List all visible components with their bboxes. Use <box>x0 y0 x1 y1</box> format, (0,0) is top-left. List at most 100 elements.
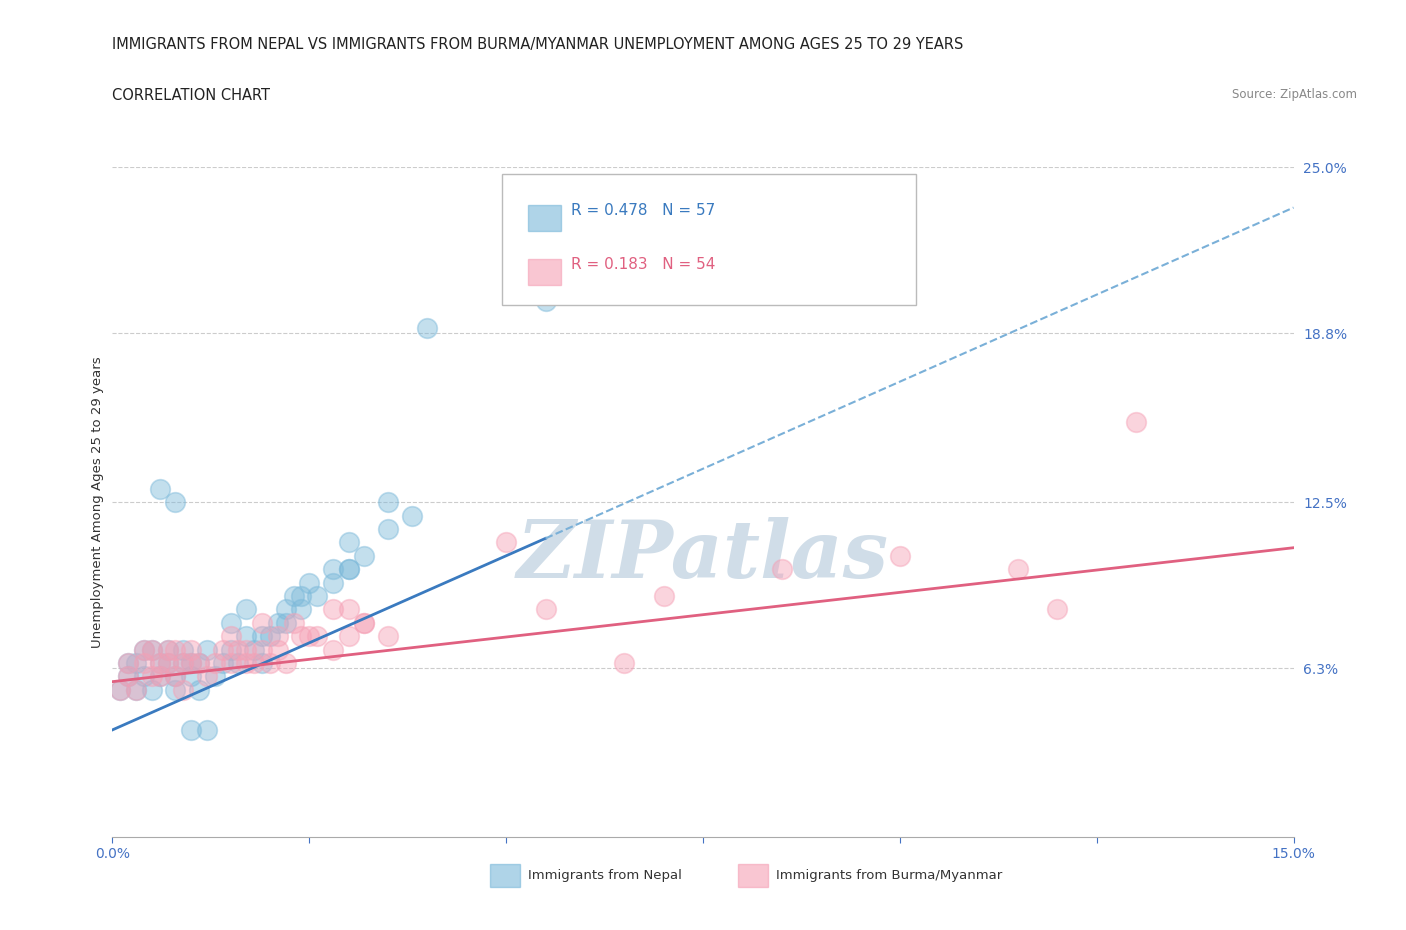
Text: Source: ZipAtlas.com: Source: ZipAtlas.com <box>1232 88 1357 101</box>
Point <box>165 642 187 657</box>
Point <box>298 575 321 590</box>
Point <box>377 522 399 537</box>
Point <box>1007 562 1029 577</box>
Point <box>149 656 172 671</box>
Text: ZIPatlas: ZIPatlas <box>517 517 889 594</box>
Point <box>534 294 557 309</box>
Point <box>180 656 202 671</box>
Point <box>235 629 257 644</box>
Point <box>117 669 139 684</box>
Point <box>211 642 233 657</box>
Point <box>195 723 218 737</box>
Point <box>156 656 179 671</box>
Point <box>188 656 211 671</box>
Point <box>228 642 250 657</box>
Point <box>307 629 329 644</box>
Point <box>322 562 344 577</box>
Point <box>290 602 312 617</box>
Point <box>180 669 202 684</box>
FancyBboxPatch shape <box>529 206 561 231</box>
Point <box>141 683 163 698</box>
Point <box>307 589 329 604</box>
Point <box>165 669 187 684</box>
Point <box>322 602 344 617</box>
Point <box>149 669 172 684</box>
Point <box>117 669 139 684</box>
Point <box>235 642 257 657</box>
Point <box>267 629 290 644</box>
Point <box>228 656 250 671</box>
Point <box>132 669 155 684</box>
Point <box>416 321 439 336</box>
Point <box>172 683 194 698</box>
Point <box>259 629 281 644</box>
Point <box>156 642 179 657</box>
Point <box>125 683 148 698</box>
Point <box>125 683 148 698</box>
Point <box>141 642 163 657</box>
Point <box>243 642 266 657</box>
Point <box>250 642 273 657</box>
Point <box>132 642 155 657</box>
Point <box>534 602 557 617</box>
Point <box>1125 415 1147 430</box>
Point <box>141 642 163 657</box>
Point <box>219 629 242 644</box>
Point <box>180 642 202 657</box>
Point <box>172 656 194 671</box>
Text: Immigrants from Burma/Myanmar: Immigrants from Burma/Myanmar <box>776 869 1002 882</box>
Point <box>165 683 187 698</box>
Point <box>298 629 321 644</box>
Point <box>337 535 360 550</box>
Point <box>613 656 636 671</box>
Point <box>110 683 132 698</box>
Point <box>259 656 281 671</box>
FancyBboxPatch shape <box>491 864 520 887</box>
Point <box>377 495 399 510</box>
Point <box>132 656 155 671</box>
Point <box>770 562 793 577</box>
Point <box>322 575 344 590</box>
Point <box>274 602 297 617</box>
Point <box>353 549 375 564</box>
Point <box>1046 602 1069 617</box>
Point <box>149 482 172 497</box>
Point <box>195 642 218 657</box>
Point <box>156 656 179 671</box>
Point <box>117 656 139 671</box>
Point <box>267 616 290 631</box>
Point <box>250 629 273 644</box>
Point <box>188 656 211 671</box>
Point <box>156 642 179 657</box>
Text: Immigrants from Nepal: Immigrants from Nepal <box>529 869 682 882</box>
Point <box>283 616 305 631</box>
Y-axis label: Unemployment Among Ages 25 to 29 years: Unemployment Among Ages 25 to 29 years <box>91 356 104 648</box>
Point <box>110 683 132 698</box>
Point <box>353 616 375 631</box>
Point <box>267 642 290 657</box>
Point <box>149 669 172 684</box>
Point <box>250 616 273 631</box>
Point <box>141 669 163 684</box>
FancyBboxPatch shape <box>502 174 915 305</box>
Point <box>353 616 375 631</box>
Point <box>165 669 187 684</box>
Point <box>180 723 202 737</box>
Point <box>337 562 360 577</box>
Point <box>243 656 266 671</box>
Point <box>165 495 187 510</box>
Point <box>219 642 242 657</box>
Text: R = 0.478   N = 57: R = 0.478 N = 57 <box>571 204 716 219</box>
Point <box>322 642 344 657</box>
Point <box>204 669 226 684</box>
Point <box>172 642 194 657</box>
Point <box>149 656 172 671</box>
Text: CORRELATION CHART: CORRELATION CHART <box>112 88 270 103</box>
Point <box>188 683 211 698</box>
Point <box>337 562 360 577</box>
Text: IMMIGRANTS FROM NEPAL VS IMMIGRANTS FROM BURMA/MYANMAR UNEMPLOYMENT AMONG AGES 2: IMMIGRANTS FROM NEPAL VS IMMIGRANTS FROM… <box>112 37 965 52</box>
Point <box>290 629 312 644</box>
Point <box>337 602 360 617</box>
Point <box>211 656 233 671</box>
Point <box>337 629 360 644</box>
